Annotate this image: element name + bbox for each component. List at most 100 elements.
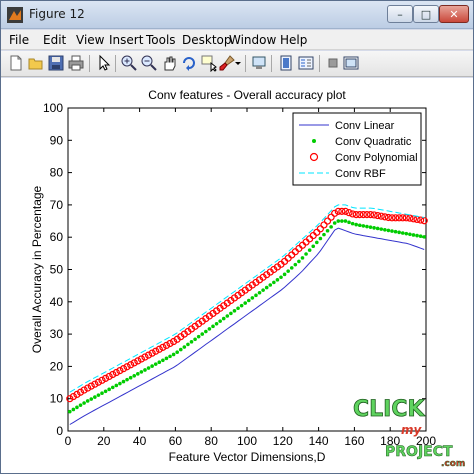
- toolbar-separator: [319, 55, 320, 72]
- y-tick-label: 90: [50, 133, 64, 147]
- conv-polynomial-series: [66, 207, 428, 403]
- print-icon[interactable]: [67, 54, 85, 72]
- conv-quadratic-series: [67, 219, 427, 414]
- insert-colorbar-icon[interactable]: [277, 54, 295, 72]
- new-figure-icon[interactable]: [7, 54, 25, 72]
- menu-help[interactable]: Help: [280, 33, 308, 47]
- menu-desktop[interactable]: Desktop: [182, 33, 232, 47]
- conv-quadratic-point: [415, 233, 419, 238]
- conv-polynomial-point: [162, 341, 171, 350]
- insert-legend-icon[interactable]: [297, 54, 315, 72]
- title-bar[interactable]: Figure 12 – □ ✕: [1, 1, 473, 29]
- show-plot-tools-icon[interactable]: [342, 54, 360, 72]
- conv-polynomial-point: [323, 217, 332, 225]
- conv-polynomial-point: [105, 372, 113, 381]
- menu-edit[interactable]: Edit: [43, 33, 67, 47]
- menu-insert[interactable]: Insert: [109, 33, 144, 47]
- menu-file[interactable]: File: [9, 33, 30, 47]
- conv-quadratic-point: [225, 314, 230, 318]
- conv-quadratic-point: [372, 226, 376, 230]
- conv-quadratic-point: [322, 232, 326, 237]
- conv-quadratic-point: [400, 231, 405, 235]
- menu-window[interactable]: Window: [229, 33, 277, 47]
- conv-polynomial-point: [127, 361, 135, 369]
- conv-quadratic-point: [161, 358, 165, 363]
- y-tick-label: 100: [43, 101, 63, 115]
- conv-quadratic-point: [211, 324, 215, 329]
- close-button[interactable]: ✕: [439, 5, 469, 23]
- y-tick-label: 20: [50, 359, 64, 373]
- open-file-icon[interactable]: [27, 54, 45, 72]
- conv-quadratic-point: [93, 395, 97, 399]
- conv-quadratic-point: [164, 356, 169, 361]
- conv-quadratic-point: [168, 354, 172, 359]
- x-tick-label: 100: [237, 434, 257, 448]
- conv-quadratic-point: [139, 370, 144, 374]
- conv-quadratic-point: [275, 278, 280, 282]
- conv-polynomial-point: [155, 345, 163, 353]
- conv-quadratic-point: [218, 319, 222, 323]
- figure-canvas[interactable]: Conv features - Overall accuracy plot Fe…: [1, 78, 473, 473]
- conv-polynomial-point: [370, 211, 378, 219]
- conv-polynomial-point: [76, 388, 85, 396]
- y-tick-label: 70: [50, 198, 64, 212]
- toolbar-separator: [271, 55, 272, 72]
- zoom-in-icon[interactable]: [120, 54, 138, 72]
- brush-dropdown-icon[interactable]: [233, 54, 243, 72]
- edit-plot-arrow-icon[interactable]: [95, 54, 113, 72]
- legend[interactable]: Conv Linear Conv Quadratic Conv Polynomial…: [292, 112, 422, 186]
- conv-quadratic-point: [365, 224, 369, 229]
- conv-polynomial-point: [148, 349, 156, 357]
- pan-icon[interactable]: [160, 54, 178, 72]
- conv-polynomial-point: [345, 209, 353, 217]
- y-tick-label: 0: [56, 424, 63, 438]
- conv-polynomial-point: [377, 212, 385, 220]
- save-icon[interactable]: [47, 54, 65, 72]
- link-icon[interactable]: [250, 54, 268, 72]
- conv-quadratic-point: [175, 350, 179, 354]
- conv-quadratic-point: [121, 379, 126, 384]
- conv-polynomial-point: [159, 343, 167, 351]
- conv-quadratic-point: [393, 229, 398, 234]
- menu-view[interactable]: View: [76, 33, 105, 47]
- conv-quadratic-point: [186, 342, 190, 347]
- y-tick-label: 50: [50, 263, 64, 277]
- conv-polynomial-point: [388, 214, 396, 222]
- minimize-button[interactable]: –: [387, 5, 413, 23]
- chart-title: Conv features - Overall accuracy plot: [148, 88, 346, 102]
- conv-quadratic-point: [82, 401, 86, 405]
- conv-polynomial-point: [338, 207, 346, 215]
- conv-polynomial-point: [349, 210, 357, 218]
- conv-quadratic-point: [375, 226, 380, 231]
- conv-quadratic-point: [254, 293, 258, 298]
- conv-quadratic-point: [171, 352, 176, 357]
- click-my-project-watermark: CLICK my PROJECT .com: [353, 397, 466, 470]
- conv-quadratic-point: [146, 366, 151, 370]
- conv-quadratic-point: [386, 228, 391, 233]
- rotate-3d-icon[interactable]: [180, 54, 198, 72]
- menu-tools[interactable]: Tools: [146, 33, 176, 47]
- conv-quadratic-point: [182, 345, 187, 349]
- conv-quadratic-point: [157, 360, 162, 365]
- conv-polynomial-point: [334, 207, 342, 215]
- data-cursor-icon[interactable]: [200, 54, 218, 72]
- conv-quadratic-point: [118, 381, 122, 386]
- conv-quadratic-point: [368, 225, 373, 229]
- x-tick-label: 180: [380, 434, 400, 448]
- conv-polynomial-point: [109, 370, 117, 379]
- conv-polynomial-point: [66, 395, 74, 403]
- conv-quadratic-point: [250, 296, 255, 300]
- zoom-out-icon[interactable]: [140, 54, 158, 72]
- conv-polynomial-point: [420, 217, 428, 225]
- maximize-button[interactable]: □: [413, 5, 439, 23]
- brush-icon[interactable]: [218, 54, 236, 72]
- conv-quadratic-point: [418, 234, 423, 239]
- conv-quadratic-point: [71, 407, 76, 412]
- hide-plot-tools-icon[interactable]: [324, 54, 342, 72]
- conv-quadratic-point: [207, 327, 212, 331]
- conv-polynomial-point: [417, 216, 425, 224]
- conv-quadratic-point: [264, 285, 269, 290]
- conv-quadratic-point: [282, 272, 287, 277]
- y-tick-label: 30: [50, 327, 64, 341]
